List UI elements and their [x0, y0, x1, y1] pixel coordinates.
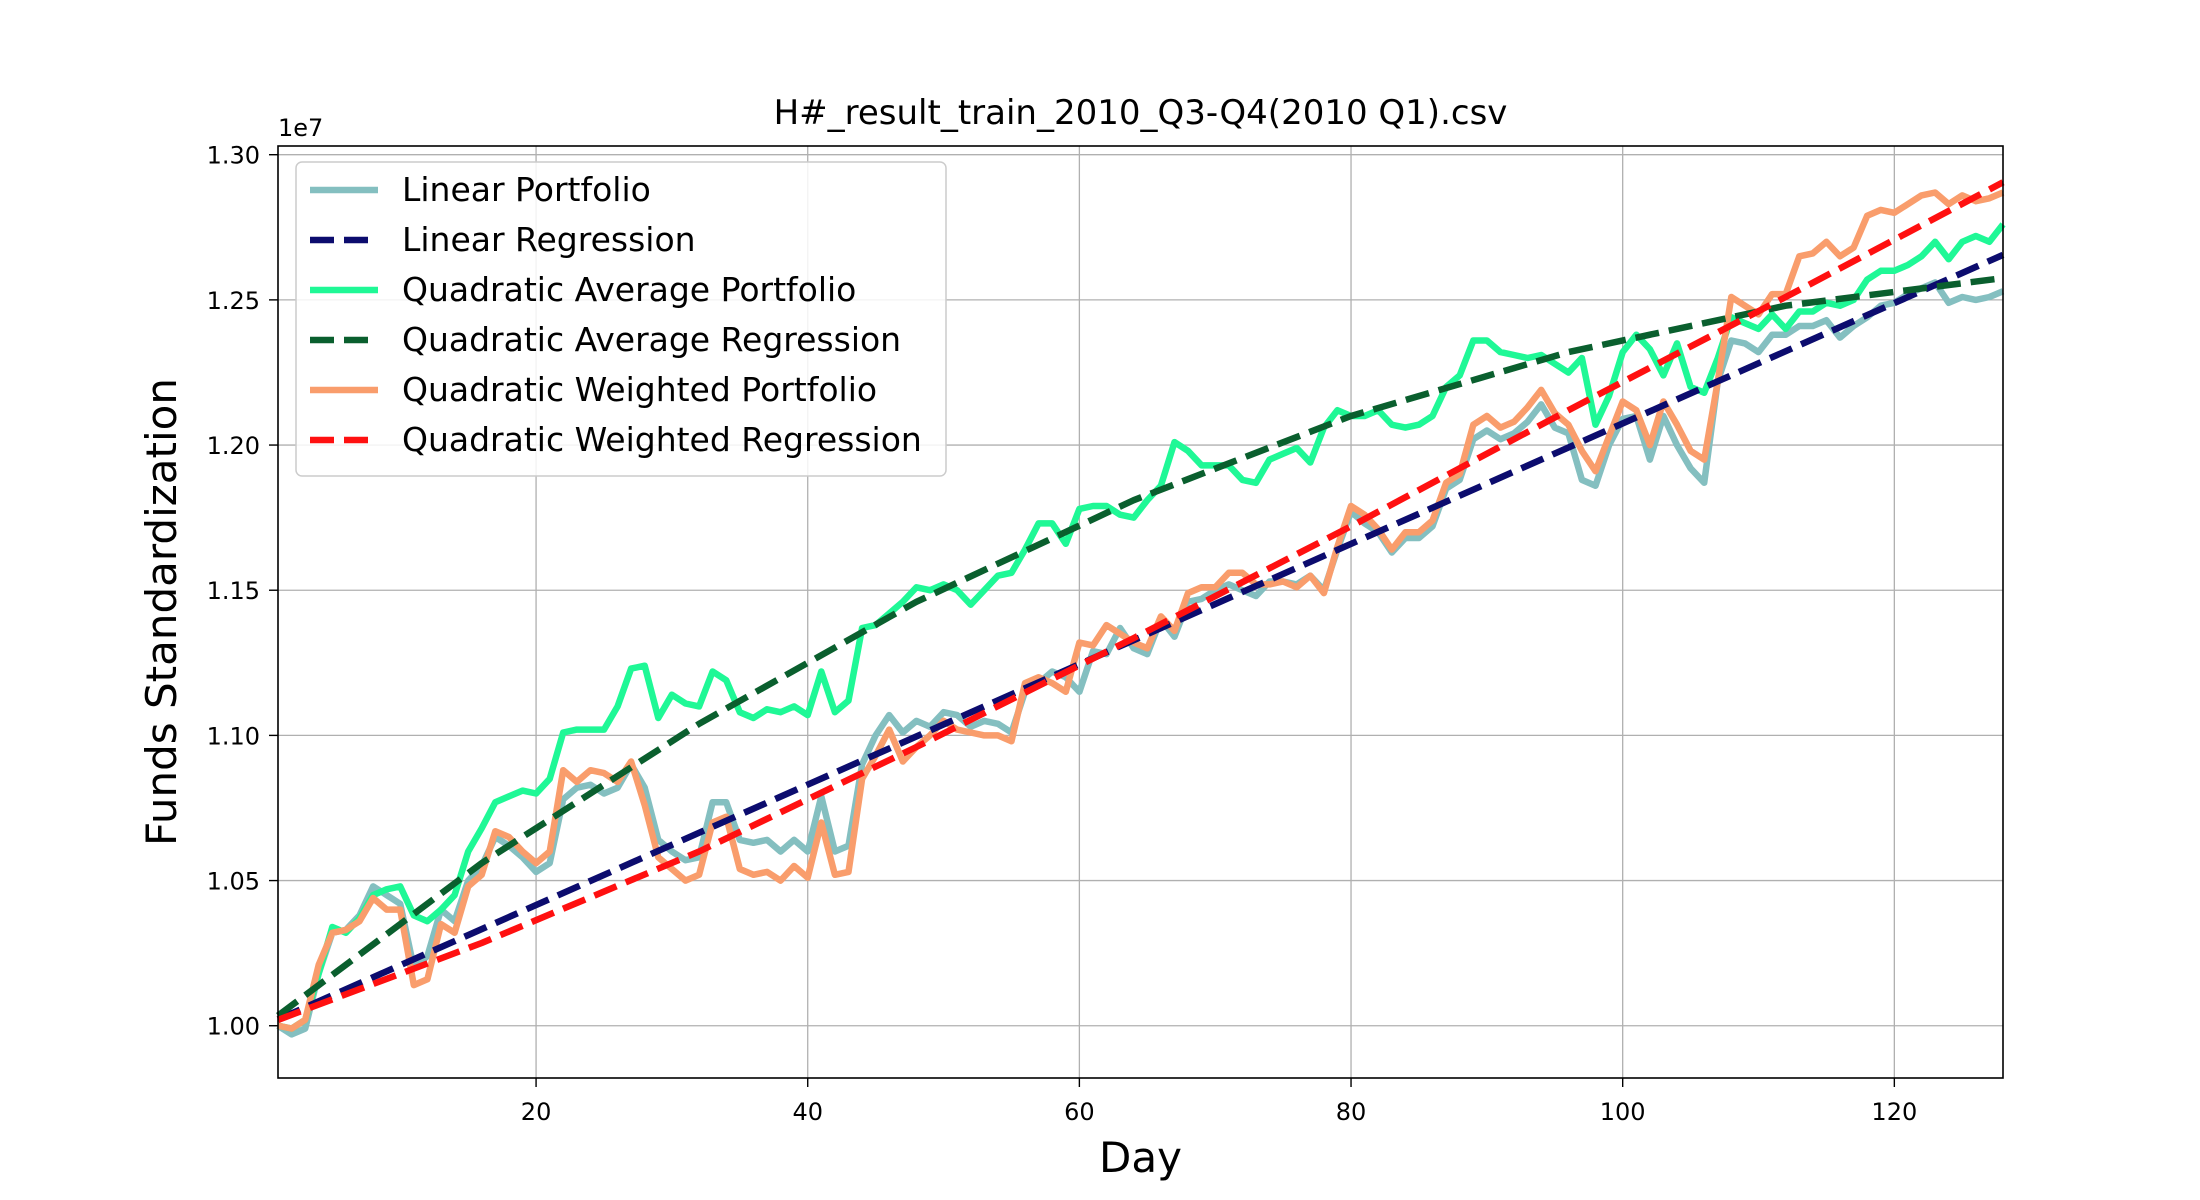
y-tick-label: 1.00 [207, 1013, 260, 1041]
series-line-quadratic-average-regression [276, 274, 2004, 1019]
x-axis-label: Day [1099, 1133, 1182, 1182]
series-line-quadratic-average-portfolio [277, 222, 2006, 1032]
x-tick-label: 120 [1871, 1098, 1917, 1126]
y-tick-label: 1.20 [207, 432, 260, 460]
series-line-linear-regression [276, 251, 2005, 1023]
legend-label: Linear Portfolio [402, 170, 651, 209]
series-line-quadratic-weighted-portfolio [277, 189, 2005, 1032]
y-tick-label: 1.25 [207, 287, 260, 315]
x-tick-label: 40 [792, 1098, 823, 1126]
series-line-quadratic-weighted-regression [276, 179, 2005, 1023]
axis-ticks: 20 40 60 80 100 120 1.00 1.05 1.10 1.15 1.20 1.25 1.… [207, 142, 1918, 1126]
legend-label: Quadratic Average Portfolio [402, 270, 856, 309]
legend: Linear Portfolio Linear Regression Quadrat… [295, 161, 947, 477]
x-tick-label: 100 [1600, 1098, 1646, 1126]
plot-frame [277, 145, 2004, 1079]
chart-title: H#_result_train_2010_Q3-Q4(2010 Q1).csv [774, 93, 1508, 133]
legend-label: Quadratic Weighted Regression [402, 420, 922, 459]
y-axis-offset-label: 1e7 [278, 114, 323, 142]
y-tick-label: 1.05 [207, 868, 260, 896]
legend-label: Quadratic Average Regression [402, 320, 901, 359]
series-lines [276, 179, 2006, 1038]
x-tick-label: 60 [1064, 1098, 1095, 1126]
legend-label: Quadratic Weighted Portfolio [402, 370, 877, 409]
x-tick-label: 20 [521, 1098, 552, 1126]
legend-box [295, 161, 947, 477]
y-tick-label: 1.10 [207, 722, 260, 750]
y-axis-label: Funds Standardization [137, 378, 186, 846]
y-tick-label: 1.15 [207, 577, 260, 605]
y-tick-label: 1.30 [207, 142, 260, 170]
legend-label: Linear Regression [402, 220, 696, 259]
x-tick-label: 80 [1336, 1098, 1367, 1126]
